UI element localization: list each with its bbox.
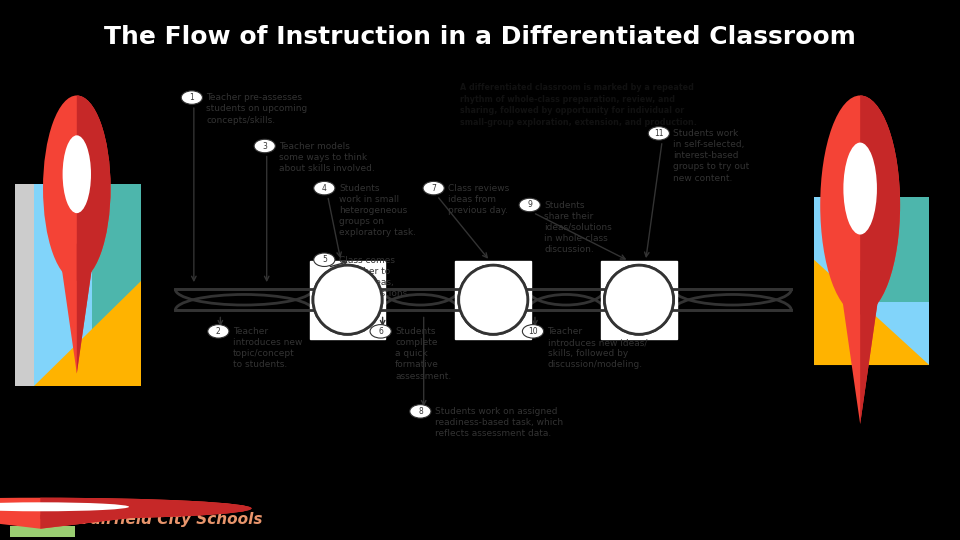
Text: Students
complete
a quick
formative
assessment.: Students complete a quick formative asse…	[396, 327, 451, 381]
Circle shape	[0, 498, 252, 519]
Circle shape	[181, 91, 203, 104]
Circle shape	[254, 139, 276, 153]
Polygon shape	[838, 271, 882, 424]
Text: 5: 5	[322, 255, 326, 264]
Polygon shape	[0, 515, 156, 529]
Text: 3: 3	[262, 141, 267, 151]
Bar	[310, 261, 385, 339]
Text: Fairfield City Schools: Fairfield City Schools	[82, 512, 262, 527]
Bar	[16, 526, 69, 537]
Circle shape	[423, 181, 444, 195]
Wedge shape	[860, 96, 900, 314]
Text: A differentiated classroom is marked by a repeated
rhythm of whole-class prepara: A differentiated classroom is marked by …	[460, 83, 697, 127]
Text: 1: 1	[189, 93, 194, 102]
Bar	[34, 184, 141, 386]
Polygon shape	[77, 244, 95, 374]
Circle shape	[314, 181, 335, 195]
Wedge shape	[40, 498, 252, 519]
Bar	[15, 184, 141, 386]
Text: Students
work in small
heterogeneous
groups on
exploratory task.: Students work in small heterogeneous gro…	[339, 184, 416, 237]
Text: 9: 9	[527, 200, 532, 210]
Bar	[92, 184, 141, 386]
Text: Students work
in self-selected,
interest-based
groups to try out
new content.: Students work in self-selected, interest…	[673, 129, 750, 183]
Text: Teacher
introduces new ideas/
skills, followed by
discussion/modeling.: Teacher introduces new ideas/ skills, fo…	[547, 327, 647, 369]
Text: 8: 8	[418, 407, 422, 416]
Ellipse shape	[605, 265, 674, 334]
Text: 4: 4	[322, 184, 326, 193]
Ellipse shape	[313, 265, 382, 334]
Polygon shape	[59, 244, 95, 374]
Polygon shape	[860, 271, 882, 424]
Text: Class reviews
ideas from
previous day.: Class reviews ideas from previous day.	[448, 184, 510, 215]
Circle shape	[314, 253, 335, 266]
Circle shape	[207, 325, 228, 338]
Ellipse shape	[605, 265, 674, 334]
Circle shape	[648, 127, 669, 140]
Text: 2: 2	[216, 327, 221, 336]
Circle shape	[519, 198, 540, 212]
Text: Class comes
together to
share ideas,
pose questions.: Class comes together to share ideas, pos…	[339, 255, 410, 298]
Text: The Flow of Instruction in a Differentiated Classroom: The Flow of Instruction in a Differentia…	[104, 24, 856, 49]
Text: 11: 11	[654, 129, 663, 138]
Text: 7: 7	[431, 184, 436, 193]
Bar	[601, 261, 677, 339]
Circle shape	[43, 96, 110, 281]
Bar	[10, 526, 75, 537]
Text: 6: 6	[378, 327, 383, 336]
Text: Students
share their
ideas/solutions
in whole-class
discussion.: Students share their ideas/solutions in …	[544, 201, 612, 254]
Circle shape	[0, 502, 129, 511]
Text: 10: 10	[528, 327, 538, 336]
Circle shape	[522, 325, 543, 338]
Circle shape	[844, 143, 876, 234]
Bar	[814, 197, 848, 365]
Ellipse shape	[313, 265, 382, 334]
Ellipse shape	[459, 265, 528, 334]
Text: Students work on assigned
readiness-based task, which
reflects assessment data.: Students work on assigned readiness-base…	[435, 407, 564, 438]
Polygon shape	[814, 260, 929, 365]
Circle shape	[820, 96, 900, 314]
Bar	[455, 261, 531, 339]
Bar	[868, 197, 929, 302]
Circle shape	[62, 136, 91, 213]
Bar	[814, 197, 929, 365]
Text: Teacher
introduces new
topic/concept
to students.: Teacher introduces new topic/concept to …	[233, 327, 302, 369]
Ellipse shape	[459, 265, 528, 334]
Circle shape	[410, 404, 431, 418]
Wedge shape	[77, 96, 110, 281]
Polygon shape	[34, 281, 141, 386]
Circle shape	[370, 325, 392, 338]
Polygon shape	[40, 515, 156, 529]
Text: Teacher models
some ways to think
about skills involved.: Teacher models some ways to think about …	[279, 142, 375, 173]
Bar	[16, 526, 69, 537]
Text: Teacher pre-assesses
students on upcoming
concepts/skills.: Teacher pre-assesses students on upcomin…	[206, 93, 307, 125]
